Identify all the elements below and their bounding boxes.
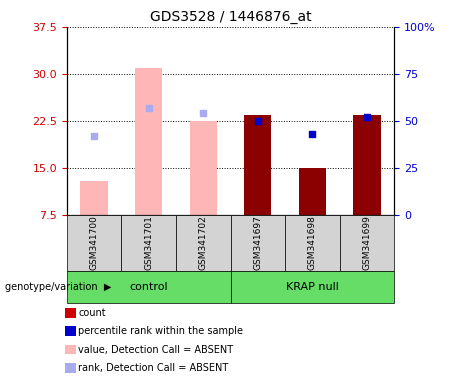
Bar [244, 115, 272, 215]
Bar [81, 180, 108, 215]
Text: GSM341698: GSM341698 [308, 215, 317, 270]
Text: control: control [130, 282, 168, 292]
Text: GSM341697: GSM341697 [253, 215, 262, 270]
Point [308, 131, 316, 137]
Point [363, 114, 371, 120]
Point [254, 118, 261, 124]
Point [145, 105, 152, 111]
Text: rank, Detection Call = ABSENT: rank, Detection Call = ABSENT [78, 363, 229, 373]
Text: GSM341700: GSM341700 [89, 215, 99, 270]
Text: count: count [78, 308, 106, 318]
Text: KRAP null: KRAP null [286, 282, 339, 292]
Bar [353, 115, 380, 215]
Bar [135, 68, 162, 215]
Text: GSM341702: GSM341702 [199, 215, 208, 270]
Text: value, Detection Call = ABSENT: value, Detection Call = ABSENT [78, 345, 233, 355]
Bar [299, 168, 326, 215]
Bar [189, 121, 217, 215]
Text: GSM341699: GSM341699 [362, 215, 372, 270]
Title: GDS3528 / 1446876_at: GDS3528 / 1446876_at [150, 10, 311, 25]
Point [90, 133, 98, 139]
Text: genotype/variation  ▶: genotype/variation ▶ [5, 282, 111, 292]
Point [200, 110, 207, 116]
Text: percentile rank within the sample: percentile rank within the sample [78, 326, 243, 336]
Text: GSM341701: GSM341701 [144, 215, 153, 270]
